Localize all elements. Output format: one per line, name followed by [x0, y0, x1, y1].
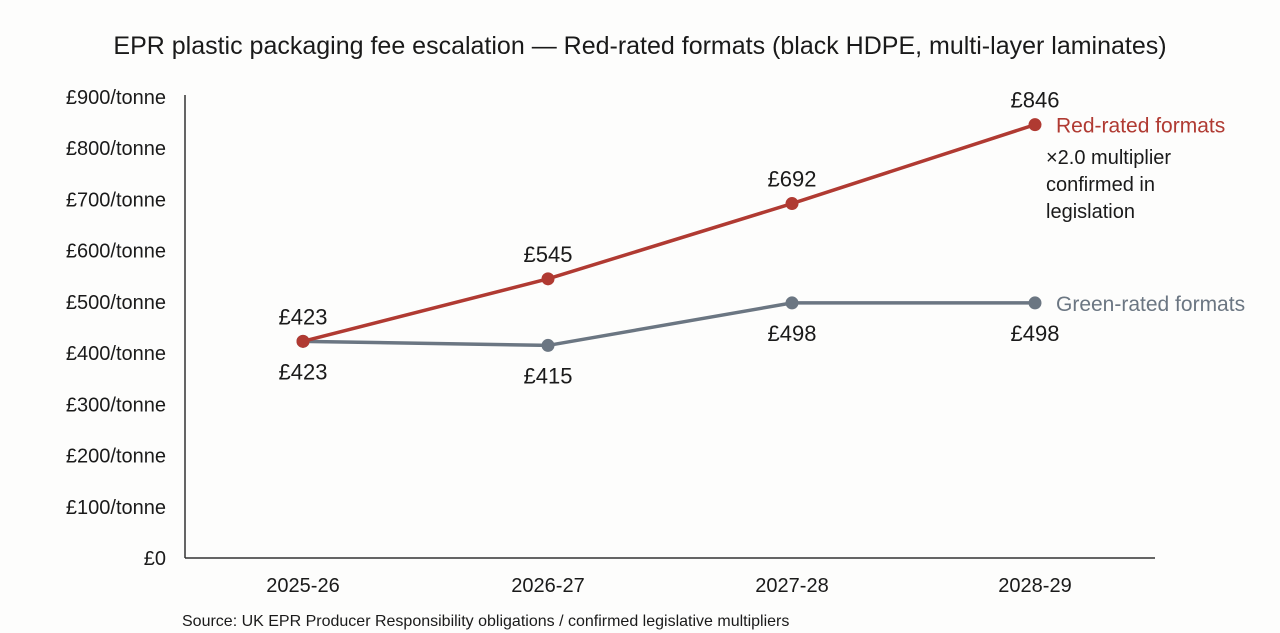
x-tick-label: 2026-27	[511, 575, 584, 597]
data-point	[1028, 296, 1042, 310]
y-tick-label: £500/tonne	[66, 292, 166, 314]
data-point	[785, 197, 799, 211]
y-tick-label: £200/tonne	[66, 446, 166, 468]
data-point	[541, 338, 555, 352]
data-label: £498	[768, 321, 817, 346]
y-tick-label: £600/tonne	[66, 241, 166, 263]
y-tick-label: £400/tonne	[66, 343, 166, 365]
multiplier-annotation: confirmed in	[1046, 174, 1155, 196]
data-label: £545	[524, 242, 573, 267]
data-label: £498	[1011, 321, 1060, 346]
series-line-red	[302, 122, 1036, 344]
data-label: £692	[768, 167, 817, 192]
y-tick-label: £300/tonne	[66, 394, 166, 416]
x-tick-label: 2027-28	[755, 575, 828, 597]
data-label: £423	[279, 304, 328, 329]
source-note: Source: UK EPR Producer Responsibility o…	[182, 613, 789, 630]
x-tick-label: 2025-26	[266, 575, 339, 597]
y-tick-label: £100/tonne	[66, 497, 166, 519]
y-tick-label: £900/tonne	[66, 87, 166, 109]
data-point	[785, 296, 799, 310]
y-tick-label: £700/tonne	[66, 189, 166, 211]
y-tick-label: £0	[144, 548, 166, 570]
multiplier-annotation: legislation	[1046, 201, 1135, 223]
x-tick-label: 2028-29	[998, 575, 1071, 597]
chart-title: EPR plastic packaging fee escalation — R…	[113, 32, 1166, 60]
legend-green-rated: Green-rated formats	[1056, 293, 1245, 316]
legend-red-rated: Red-rated formats	[1056, 115, 1225, 138]
data-point	[296, 334, 310, 348]
y-tick-label: £800/tonne	[66, 138, 166, 160]
multiplier-annotation: ×2.0 multiplier	[1046, 147, 1171, 169]
data-point	[541, 272, 555, 286]
data-point	[1028, 118, 1042, 132]
data-label: £415	[524, 363, 573, 388]
series-line-green	[302, 301, 1035, 348]
data-label: £846	[1011, 88, 1060, 113]
data-label: £423	[279, 359, 328, 384]
